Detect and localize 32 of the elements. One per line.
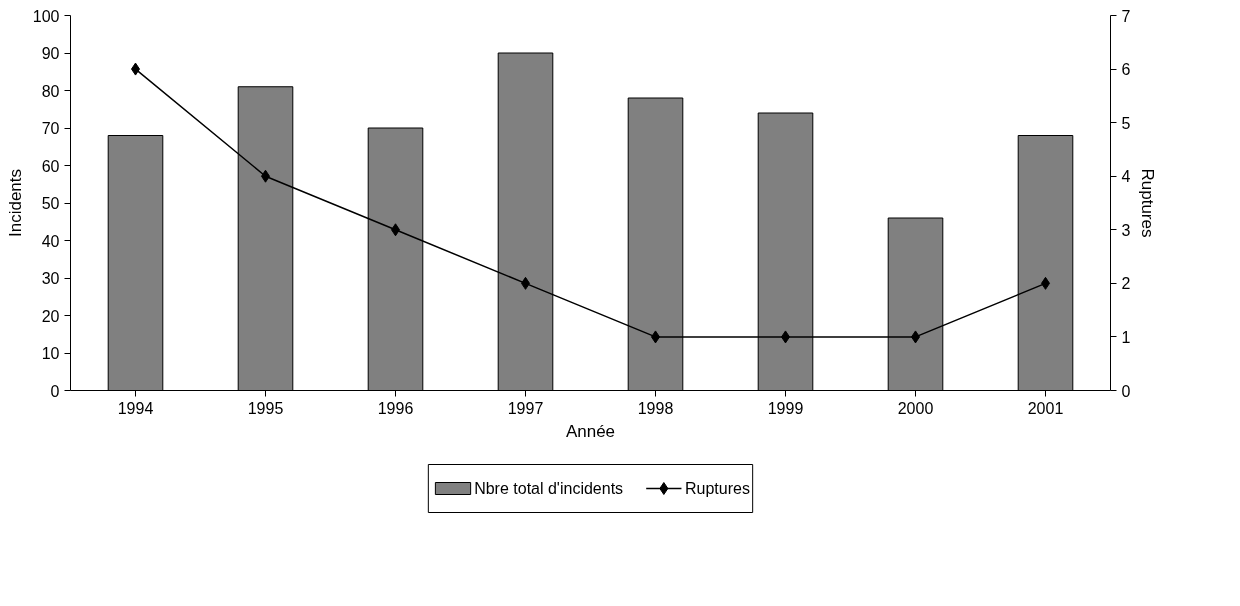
y-axis-title: Incidents — [5, 168, 25, 238]
y-tick-label: 10 — [41, 345, 60, 362]
y-tick-label: 40 — [41, 232, 60, 250]
x-tick-label: 1997 — [507, 399, 544, 417]
y2-tick-label: 5 — [1121, 114, 1131, 132]
y-tick-label: 70 — [41, 120, 60, 137]
y2-tick-label: 4 — [1121, 168, 1131, 186]
x-tick-label: 2000 — [897, 399, 934, 417]
y-tick-label: 60 — [41, 157, 60, 175]
y-tick-label: 0 — [50, 382, 60, 400]
x-axis-title: Année — [565, 421, 616, 441]
y-tick-label: 20 — [41, 307, 60, 325]
x-tick-label: 1999 — [767, 399, 804, 417]
x-tick-label: 1998 — [637, 399, 674, 417]
y-tick-label: 30 — [41, 270, 60, 287]
y-tick-label: 90 — [41, 45, 60, 62]
y-tick-label: 50 — [41, 195, 60, 212]
x-tick-label: 1994 — [117, 399, 154, 417]
y-tick-label: 80 — [41, 82, 60, 100]
x-tick-label: 2001 — [1027, 399, 1064, 417]
y2-axis-title: Ruptures — [1138, 168, 1158, 238]
y-tick-label: 100 — [32, 7, 60, 25]
y2-tick-label: 2 — [1121, 275, 1131, 293]
y2-tick-label: 6 — [1121, 61, 1131, 79]
y2-tick-label: 1 — [1121, 328, 1131, 346]
y2-tick-label: 0 — [1121, 382, 1131, 400]
legend-label: Nbre total d'incidents — [474, 480, 624, 497]
y2-tick-label: 7 — [1121, 7, 1131, 25]
x-tick-label: 1996 — [377, 399, 414, 417]
x-tick-label: 1995 — [247, 399, 284, 417]
y2-tick-label: 3 — [1121, 221, 1131, 239]
legend-label: Ruptures — [684, 480, 750, 497]
